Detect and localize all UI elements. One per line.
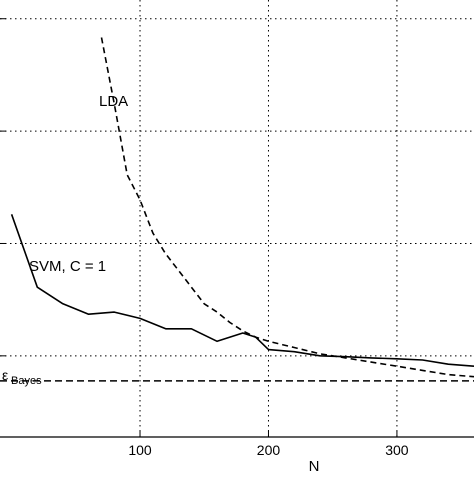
lda-label: LDA bbox=[99, 93, 128, 110]
x-tick-label: 100 bbox=[128, 442, 152, 458]
x-tick-label: 300 bbox=[385, 442, 409, 458]
series bbox=[0, 38, 474, 381]
grid bbox=[0, 0, 474, 437]
x-tick-label: 200 bbox=[257, 442, 281, 458]
svm-label: SVM, C = 1 bbox=[29, 258, 106, 275]
ticks: 100 200 300 bbox=[0, 19, 409, 458]
bayes-label: ε bbox=[2, 367, 8, 383]
svm-series-line bbox=[12, 214, 474, 366]
bayes-label-subscript: Bayes bbox=[11, 375, 42, 387]
x-axis-label: N bbox=[309, 458, 320, 474]
